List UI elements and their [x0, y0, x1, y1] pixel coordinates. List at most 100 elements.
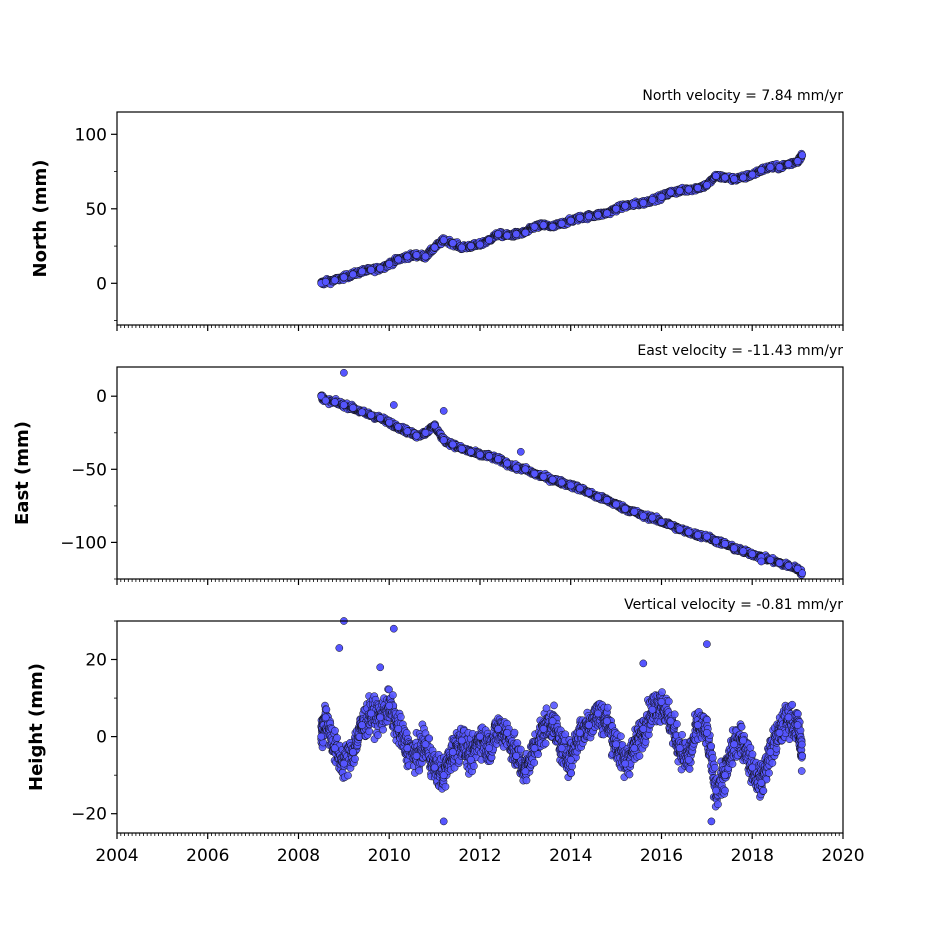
north-ylabel: North (mm) — [30, 160, 51, 278]
north-point — [684, 185, 693, 194]
east-point — [766, 556, 775, 564]
east-outlier-point — [439, 407, 448, 415]
height-point — [441, 782, 450, 791]
east-outlier-point — [389, 401, 398, 409]
height-point — [322, 705, 331, 714]
east-point — [693, 531, 702, 539]
east-point — [639, 512, 648, 520]
height-point — [635, 752, 644, 760]
north-point — [784, 160, 793, 168]
east-point — [575, 484, 584, 493]
east-point — [340, 401, 348, 409]
east-point — [730, 544, 738, 553]
north-point — [630, 200, 639, 209]
east-point — [494, 455, 503, 463]
height-point — [351, 755, 359, 763]
north-point — [385, 260, 394, 268]
east-point — [703, 532, 711, 541]
height-point — [365, 727, 374, 736]
north-point — [340, 273, 348, 282]
east-point — [330, 398, 339, 406]
north-point — [639, 199, 648, 207]
north-point — [757, 166, 766, 174]
y-tick-label: 50 — [85, 200, 107, 220]
y-tick-label: 0 — [96, 387, 107, 407]
height-point — [344, 771, 352, 780]
height-point — [658, 688, 666, 696]
north-point — [739, 173, 748, 182]
north-point — [421, 252, 430, 261]
north-points — [317, 149, 807, 289]
north-point — [730, 175, 738, 183]
east-point — [485, 452, 493, 461]
east-point — [448, 440, 457, 449]
height-point — [550, 701, 558, 710]
east-point — [358, 408, 366, 417]
east-point — [321, 396, 330, 405]
east-point — [403, 427, 412, 436]
east-point — [530, 469, 539, 478]
north-point — [394, 255, 403, 264]
north-point — [775, 163, 784, 171]
north-point — [412, 251, 421, 259]
east-ylabel: East (mm) — [12, 421, 33, 525]
height-point — [678, 730, 686, 739]
north-point — [503, 231, 512, 240]
east-points — [317, 368, 807, 579]
north-point — [666, 188, 675, 197]
north-point — [594, 210, 602, 219]
north-point — [748, 170, 757, 179]
north-point — [712, 172, 720, 180]
east-point — [548, 475, 557, 484]
north-point — [494, 230, 503, 238]
north-axes-frame — [116, 111, 844, 326]
north-point — [557, 219, 566, 228]
north-point — [485, 236, 493, 244]
north-velocity-title: North velocity = 7.84 mm/yr — [642, 88, 843, 104]
north-point — [430, 243, 439, 252]
north-point — [548, 222, 557, 231]
north-point — [439, 236, 448, 244]
east-point — [367, 411, 375, 420]
east-point — [430, 421, 439, 430]
north-point — [585, 212, 593, 221]
height-point — [513, 739, 522, 747]
east-point — [566, 481, 575, 490]
east-point — [603, 496, 611, 504]
east-point — [467, 447, 475, 456]
height-point — [530, 758, 539, 767]
east-point — [585, 488, 593, 497]
east-point — [648, 513, 657, 522]
y-tick-label: −50 — [71, 460, 107, 480]
height-panel: 2004 2006 2008 2010 2012 2014 2016 2018 2020200−… — [26, 597, 865, 866]
north-point — [367, 266, 375, 274]
north-point — [648, 196, 657, 204]
height-point — [603, 703, 612, 712]
height-point — [685, 765, 694, 773]
east-point — [594, 493, 602, 501]
y-tick-label: −100 — [60, 533, 107, 553]
east-point — [539, 472, 548, 481]
north-point — [657, 193, 666, 201]
east-outlier-point — [516, 447, 525, 456]
north-point — [798, 151, 807, 160]
north-point — [612, 204, 620, 213]
height-point — [333, 734, 341, 742]
height-point — [670, 710, 679, 719]
east-panel: 0 −50 −100 East velocity = -11.43 mm/yr Ea… — [12, 343, 844, 585]
north-point — [530, 222, 539, 231]
east-point — [421, 428, 430, 437]
east-point — [748, 550, 757, 558]
north-point — [476, 240, 484, 249]
height-point — [331, 726, 339, 735]
east-point — [349, 404, 357, 412]
east-point — [739, 547, 748, 556]
east-point — [798, 569, 807, 578]
north-point — [521, 228, 530, 237]
east-point — [439, 436, 448, 444]
east-velocity-title: East velocity = -11.43 mm/yr — [637, 343, 843, 359]
north-point — [693, 184, 702, 192]
